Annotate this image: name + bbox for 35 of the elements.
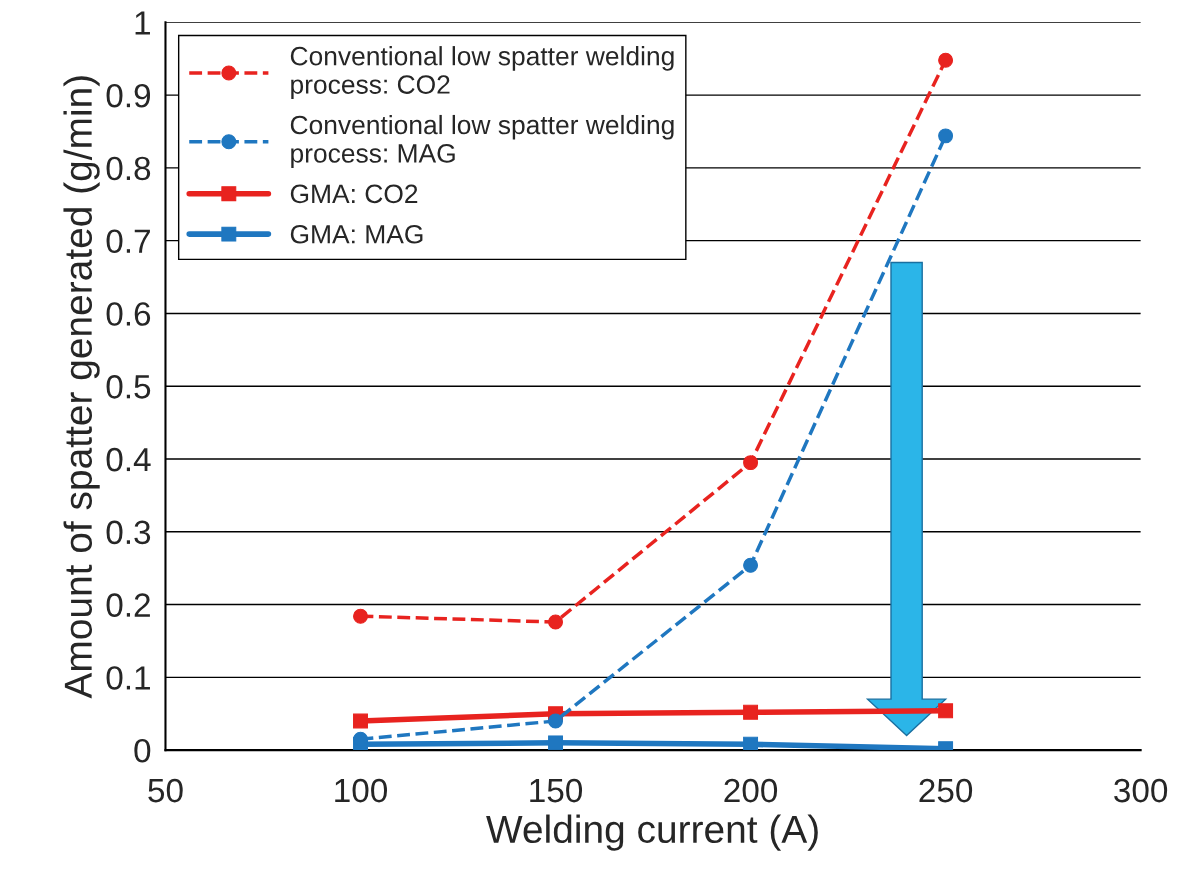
y-tick-label: 0.3 xyxy=(106,520,151,545)
x-tick-label: 50 xyxy=(148,778,183,803)
x-axis-title: Welding current (A) xyxy=(486,814,818,851)
point xyxy=(743,736,759,751)
y-tick-label: 0.1 xyxy=(106,666,150,690)
x-tick-label: 150 xyxy=(530,778,583,803)
point xyxy=(353,608,368,624)
point xyxy=(548,614,563,630)
y-tick-label: 0.4 xyxy=(106,447,151,472)
y-tick-label: 0.8 xyxy=(106,156,151,181)
point xyxy=(938,128,954,144)
legend-label: Conventional low spatter welding process: MAG xyxy=(290,114,674,168)
y-tick-label: 0.6 xyxy=(106,302,151,326)
point xyxy=(743,455,759,471)
x-tick-label: 200 xyxy=(724,778,778,803)
legend-label: Conventional low spatter welding process: CO2 xyxy=(290,46,674,100)
y-tick-label: 0 xyxy=(134,738,151,763)
x-tick-label: 300 xyxy=(1114,778,1168,803)
point xyxy=(938,703,954,719)
y-tick-label: 0.7 xyxy=(106,229,150,254)
y-tick-label: 1 xyxy=(135,11,150,35)
x-tick-label: 250 xyxy=(919,778,973,803)
point xyxy=(548,735,563,751)
point xyxy=(743,557,759,573)
y-tick-label: 0.5 xyxy=(106,375,151,399)
point xyxy=(353,713,368,729)
legend-label: GMA: MAG xyxy=(290,224,423,244)
point xyxy=(743,704,759,720)
point xyxy=(938,52,954,68)
point xyxy=(548,713,563,729)
y-axis-title: Amount of spatter generated (g/min) xyxy=(63,76,100,699)
x-tick-label: 100 xyxy=(335,778,388,803)
y-tick-label: 0.9 xyxy=(106,83,151,108)
legend-label: GMA: CO2 xyxy=(290,184,418,204)
y-tick-label: 0.2 xyxy=(106,593,150,617)
